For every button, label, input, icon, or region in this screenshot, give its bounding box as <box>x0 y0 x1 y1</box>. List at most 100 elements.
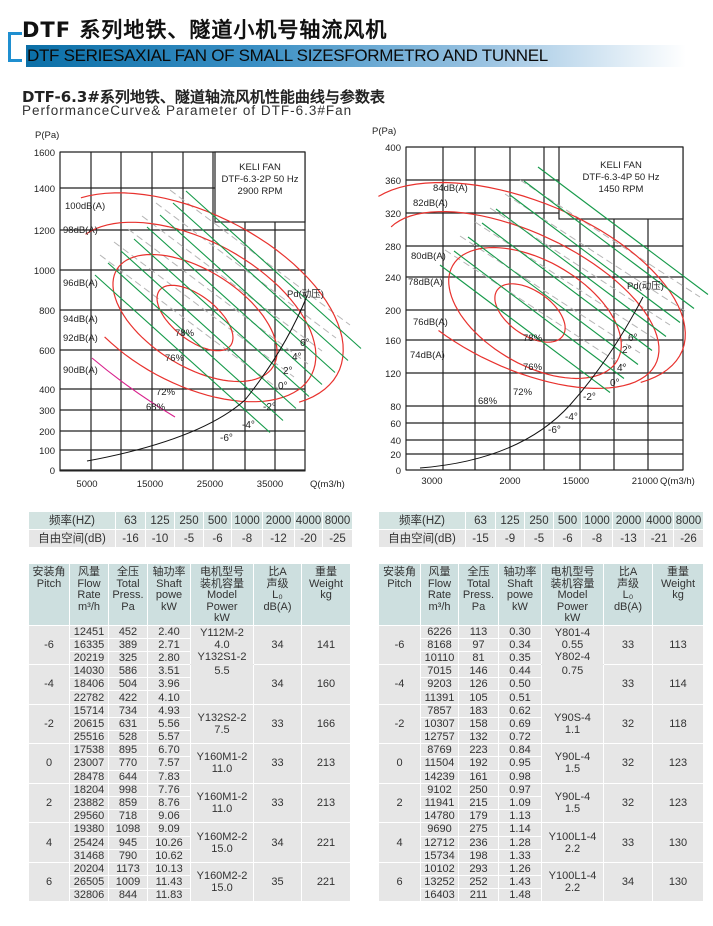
flow-rate-cell: 20615 <box>69 716 109 732</box>
total-pressure-cell: 252 <box>458 875 499 890</box>
shaft-power-cell: 11.43 <box>147 875 191 890</box>
motor-model-cell: Y90L-4 1.5 <box>541 743 604 784</box>
table-row: 0 17538 895 6.70 Y160M1-2 11.0 33 213 <box>28 743 351 784</box>
pitch-angle-label: -6° <box>220 433 233 444</box>
sound-level-cell: 33 <box>603 664 653 705</box>
total-pressure-cell: 844 <box>108 888 148 903</box>
column-header-line: Total <box>116 577 140 590</box>
y-tick-label: 1200 <box>34 226 55 237</box>
total-pressure-cell: 198 <box>458 848 499 863</box>
motor-model-line: 4.0 <box>214 638 230 651</box>
x-tick-label: 21000 <box>632 476 658 487</box>
motor-model-line: 11.0 <box>211 803 233 816</box>
pitch-line <box>495 208 667 337</box>
y-axis-label: P(Pa) <box>35 130 59 141</box>
column-header-line: 声级 <box>266 577 289 590</box>
motor-model-line: Y160M2-2 <box>196 870 248 883</box>
weight-cell: 213 <box>301 743 351 784</box>
table-row: -4 7015 146 0.44 0.75 33 114 <box>378 664 704 705</box>
column-header-line: Power <box>206 600 238 613</box>
pitch-line <box>159 214 336 373</box>
total-pressure-cell: 223 <box>458 743 499 758</box>
dynamic-pressure-curve <box>419 296 644 469</box>
flow-rate-cell: 20204 <box>69 861 109 877</box>
pitch-angle-label: -6° <box>548 425 561 436</box>
shaft-power-cell: 3.96 <box>147 677 191 692</box>
motor-model-line: 7.5 <box>214 723 230 736</box>
shaft-power-cell: 0.50 <box>498 677 542 692</box>
table-row: 6 20204 1173 10.13 Y160M2-2 15.0 35 221 <box>28 861 351 903</box>
pitch-cell: 0 <box>28 743 70 784</box>
pitch-line <box>133 238 310 397</box>
column-header-line: kg <box>672 589 684 601</box>
column-header-line: kW <box>564 612 581 624</box>
sound-level-cell: 34 <box>253 822 302 863</box>
flow-rate-cell: 12712 <box>420 835 459 850</box>
chart-info-line: DTF-6.3-4P 50 Hz <box>583 172 660 183</box>
motor-model-line: Y160M2-2 <box>196 830 248 843</box>
noise-line <box>127 228 309 365</box>
motor-model-cell: Y132S2-2 7.5 <box>190 703 254 745</box>
total-pressure-cell: 126 <box>458 677 499 692</box>
table-header-row: 安装角 Pitch 风量 Flow Rate m³/h 全压 Total Press. Pa 轴功率… <box>378 563 704 626</box>
sound-level-cell: 33 <box>253 743 302 784</box>
frequency-row: 频率(HZ) 63 125 250 500 1000 2000 4000 8000 <box>28 511 353 530</box>
efficiency-label: 76% <box>165 353 185 364</box>
y-tick-label: 400 <box>385 143 401 154</box>
pitch-angle-label: -2° <box>263 402 276 413</box>
total-pressure-cell: 161 <box>458 769 499 784</box>
y-tick-label: 200 <box>385 306 401 317</box>
column-header-line: dB(A) <box>263 600 292 613</box>
flow-rate-cell: 19380 <box>69 822 109 837</box>
y-tick-label: 120 <box>385 369 401 380</box>
column-header-line: Shaft <box>507 577 533 590</box>
efficiency-curve <box>85 221 317 403</box>
table-row: 4 9690 275 1.14 Y100L1-4 2.2 33 130 <box>378 822 704 863</box>
flow-rate-cell: 9102 <box>420 782 459 797</box>
efficiency-label: 68% <box>478 396 498 407</box>
motor-model-line: 15.0 <box>211 842 233 855</box>
shaft-power-cell: 2.80 <box>147 650 191 666</box>
pitch-cell: -4 <box>378 664 421 705</box>
total-pressure-cell: 718 <box>108 809 148 824</box>
flow-rate-cell: 12451 <box>69 624 109 639</box>
noise-label: 76dB(A) <box>413 317 448 328</box>
column-header-line: 全压 <box>467 566 490 578</box>
noise-label: 94dB(A) <box>63 314 98 325</box>
flow-rate-cell: 8769 <box>420 743 459 758</box>
sound-level-cell: 34 <box>253 664 302 705</box>
noise-label: 74dB(A) <box>410 350 445 361</box>
column-header-line: 安装角 <box>32 566 66 578</box>
motor-model-line: Y132S2-2 <box>197 711 247 724</box>
motor-model-line: 1.5 <box>564 803 581 816</box>
pitch-angle-label: 4° <box>292 352 302 363</box>
db-value: -21 <box>644 529 674 548</box>
chart-info-line: 1450 RPM <box>599 184 644 195</box>
column-header-line: L₀ <box>272 589 283 601</box>
pitch-cell: -2 <box>378 703 421 745</box>
total-pressure-cell: 1173 <box>108 861 148 877</box>
shaft-power-cell: 0.95 <box>498 756 542 771</box>
table-row: -4 14030 586 3.51 5.5 34 160 <box>28 664 351 705</box>
total-pressure-cell: 211 <box>458 888 499 903</box>
motor-model-line: Y112M-2 <box>200 626 244 639</box>
total-pressure-cell: 998 <box>108 782 148 797</box>
column-header-line: kg <box>320 589 332 601</box>
shaft-power-cell: 4.10 <box>147 690 191 705</box>
freq-value: 2000 <box>262 511 295 530</box>
pitch-cell: 4 <box>28 822 70 863</box>
noise-line <box>519 179 701 298</box>
pitch-line <box>467 236 639 365</box>
weight-cell: 118 <box>652 703 704 745</box>
db-value: -26 <box>673 529 704 548</box>
column-header: 比A 声级 L₀ dB(A) <box>253 563 302 626</box>
table-row: 26505 1009 11.43 <box>29 875 351 890</box>
shaft-power-cell: 6.70 <box>147 743 191 758</box>
y-tick-label: 360 <box>385 176 401 187</box>
db-value: -15 <box>465 529 496 548</box>
column-header-line: Total <box>466 577 491 590</box>
column-header-line: powe <box>155 589 183 601</box>
total-pressure-cell: 192 <box>458 756 499 771</box>
x-tick-label: 5000 <box>76 479 97 490</box>
flow-rate-cell: 26505 <box>69 875 109 890</box>
